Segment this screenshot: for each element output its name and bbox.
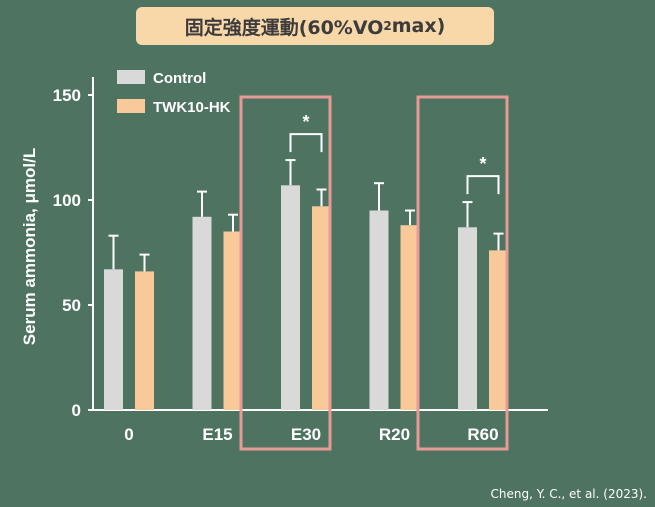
- legend-swatch: [117, 70, 145, 84]
- highlight-box: [416, 95, 509, 451]
- chart-title-main: 固定強度運動(60%VO: [184, 16, 384, 39]
- x-tick-label: 0: [124, 425, 133, 444]
- x-tick-label: E30: [291, 425, 321, 444]
- bar: [458, 227, 477, 410]
- citation: Cheng, Y. C., et al. (2023).: [490, 487, 647, 501]
- chart-title: 固定強度運動(60%VO 2 max): [136, 7, 494, 45]
- bar: [369, 210, 389, 410]
- y-tick-label: 50: [62, 296, 81, 315]
- significance-marker: *: [302, 112, 309, 132]
- significance-bracket: [466, 175, 500, 195]
- x-tick-label: R60: [467, 425, 498, 444]
- highlight-box: [239, 95, 332, 451]
- bar: [281, 185, 300, 410]
- bar: [400, 225, 420, 410]
- bar: [104, 269, 123, 410]
- bar: [312, 206, 331, 410]
- bar: [223, 231, 243, 410]
- legend-swatch: [117, 99, 145, 113]
- significance-bracket: [289, 133, 323, 153]
- bar: [192, 216, 212, 410]
- y-tick-label: 150: [53, 86, 81, 105]
- significance-marker: *: [479, 154, 486, 174]
- y-axis-label: Serum ammonia, μmol/L: [20, 148, 39, 345]
- chart-title-subscript: 2: [383, 19, 392, 33]
- x-tick-label: E15: [202, 425, 232, 444]
- legend-label: TWK10-HK: [153, 99, 231, 116]
- bar: [489, 250, 508, 410]
- x-tick-label: R20: [379, 425, 410, 444]
- y-tick-label: 100: [53, 191, 81, 210]
- chart-title-end: max): [391, 15, 446, 37]
- legend-label: Control: [153, 70, 206, 87]
- bar: [135, 271, 154, 410]
- y-tick-label: 0: [72, 401, 81, 420]
